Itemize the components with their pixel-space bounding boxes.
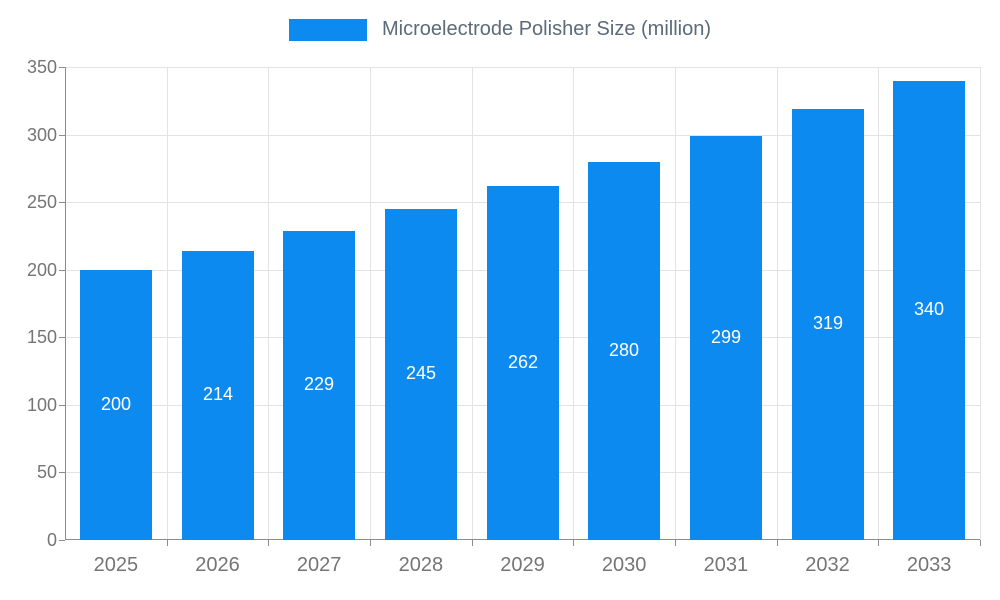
bar <box>182 250 254 540</box>
x-axis-tick <box>878 540 879 546</box>
x-axis-tick <box>268 540 269 546</box>
y-axis-tick <box>59 202 65 204</box>
x-axis-label: 2033 <box>906 554 952 576</box>
x-axis-label: 2026 <box>195 554 240 576</box>
x-gridline <box>573 67 574 540</box>
x-gridline <box>167 67 168 540</box>
y-axis-tick <box>59 67 65 68</box>
bar-value-label: 340 <box>913 299 945 320</box>
bar-value-label: 299 <box>710 326 742 347</box>
x-gridline <box>370 67 371 540</box>
y-axis-label: 100 <box>26 394 57 415</box>
legend-label: Microelectrode Polisher Size (million) <box>382 18 711 40</box>
bar <box>487 185 559 540</box>
y-axis-tick <box>59 134 65 136</box>
legend[interactable]: Microelectrode Polisher Size (million) <box>0 18 1000 41</box>
y-axis-tick <box>59 404 65 406</box>
x-axis-tick <box>472 540 473 546</box>
x-axis-label: 2029 <box>500 554 545 576</box>
x-axis-tick <box>167 540 168 546</box>
x-axis-tick <box>777 540 778 546</box>
plot-area: 200 214 229 245 262 280 299 319 340 <box>65 67 981 540</box>
bar <box>588 161 660 540</box>
bar <box>792 108 864 540</box>
y-axis-label: 350 <box>26 57 57 77</box>
x-axis-label: 2031 <box>703 554 749 576</box>
y-axis-line <box>65 67 66 540</box>
bar <box>283 230 355 540</box>
bar-value-label: 280 <box>608 339 640 360</box>
y-axis-label: 0 <box>46 530 57 550</box>
bar-value-label: 262 <box>507 351 539 372</box>
y-axis-label: 150 <box>26 327 57 348</box>
y-axis-label: 300 <box>26 124 57 145</box>
x-gridline <box>777 67 778 540</box>
y-axis-tick <box>59 472 65 474</box>
bar <box>690 135 762 540</box>
x-axis-label: 2025 <box>93 554 139 576</box>
y-axis-label: 200 <box>26 259 57 280</box>
bar-value-label: 229 <box>303 374 335 395</box>
y-axis-tick <box>59 540 65 541</box>
y-axis-tick <box>59 269 65 271</box>
x-gridline <box>980 67 981 540</box>
x-axis-label: 2032 <box>805 554 850 576</box>
x-axis-tick <box>675 540 676 546</box>
x-axis-tick <box>573 540 574 546</box>
x-gridline <box>675 67 676 540</box>
x-gridline <box>472 67 473 540</box>
x-axis-tick <box>370 540 371 546</box>
y-gridline <box>65 134 980 136</box>
x-gridline <box>268 67 269 540</box>
x-axis-label: 2030 <box>601 554 647 576</box>
bar-value-label: 214 <box>202 384 234 405</box>
bar <box>80 269 152 540</box>
y-gridline <box>65 67 980 68</box>
bar <box>385 208 457 540</box>
bar <box>893 80 965 540</box>
bar-value-label: 200 <box>100 393 132 414</box>
x-gridline <box>878 67 879 540</box>
legend-swatch-icon <box>289 18 367 41</box>
y-axis-label: 50 <box>36 462 57 483</box>
x-axis-label: 2027 <box>296 554 342 576</box>
y-axis-tick <box>59 337 65 339</box>
x-axis-label: 2028 <box>398 554 444 576</box>
y-axis-label: 250 <box>26 192 57 213</box>
x-axis-tick <box>980 540 981 546</box>
bar-value-label: 319 <box>812 313 844 334</box>
bar-value-label: 245 <box>405 363 437 384</box>
